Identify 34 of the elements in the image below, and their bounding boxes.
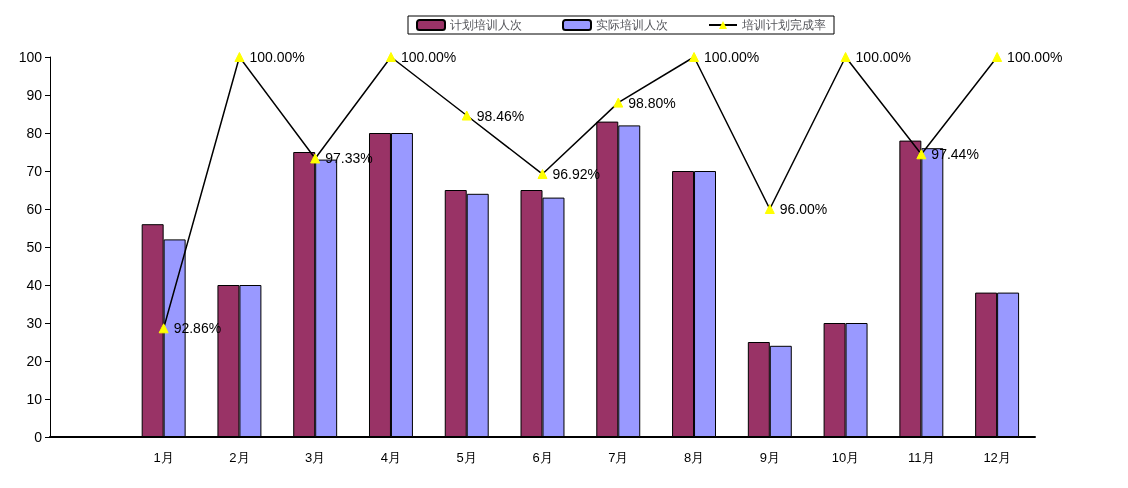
data-label: 100.00% — [400, 49, 457, 65]
x-tick-label: 1月 — [153, 450, 174, 465]
y-tick-label: 10 — [26, 391, 43, 407]
x-tick-label: 5月 — [456, 450, 477, 465]
y-tick-label: 90 — [26, 87, 43, 103]
y-tick-label: 100 — [18, 49, 43, 65]
x-tick-label: 7月 — [608, 450, 629, 465]
x-tick-label: 3月 — [305, 450, 326, 465]
x-tick-label: 10月 — [831, 450, 860, 465]
data-label: 96.00% — [779, 201, 828, 217]
y-tick-label: 50 — [26, 239, 43, 255]
y-tick-label: 60 — [26, 201, 43, 217]
data-label: 98.80% — [628, 94, 676, 111]
x-tick-label: 2月 — [229, 450, 250, 465]
x-tick-label: 11月 — [908, 450, 935, 465]
data-label: 100.00% — [249, 49, 305, 65]
legend-label: 实际培训人次 — [596, 18, 668, 32]
y-tick-label: 40 — [26, 277, 43, 293]
data-label: 100.00% — [1007, 49, 1063, 65]
data-label: 98.46% — [476, 107, 525, 124]
x-tick-label: 12月 — [983, 450, 1011, 465]
x-tick-label: 6月 — [532, 450, 553, 465]
y-tick-label: 20 — [26, 353, 43, 369]
data-label: 100.00% — [704, 49, 760, 65]
x-tick-label: 8月 — [683, 450, 705, 465]
y-tick-label: 80 — [26, 125, 43, 141]
data-label: 100.00% — [855, 49, 911, 65]
x-tick-label: 4月 — [380, 450, 402, 465]
y-tick-label: 70 — [26, 163, 43, 179]
y-tick-label: 0 — [34, 429, 43, 445]
x-tick-label: 9月 — [759, 450, 780, 465]
legend-label: 计划培训人次 — [450, 18, 522, 32]
y-tick-label: 30 — [26, 315, 43, 331]
legend-label: 培训计划完成率 — [741, 18, 826, 32]
